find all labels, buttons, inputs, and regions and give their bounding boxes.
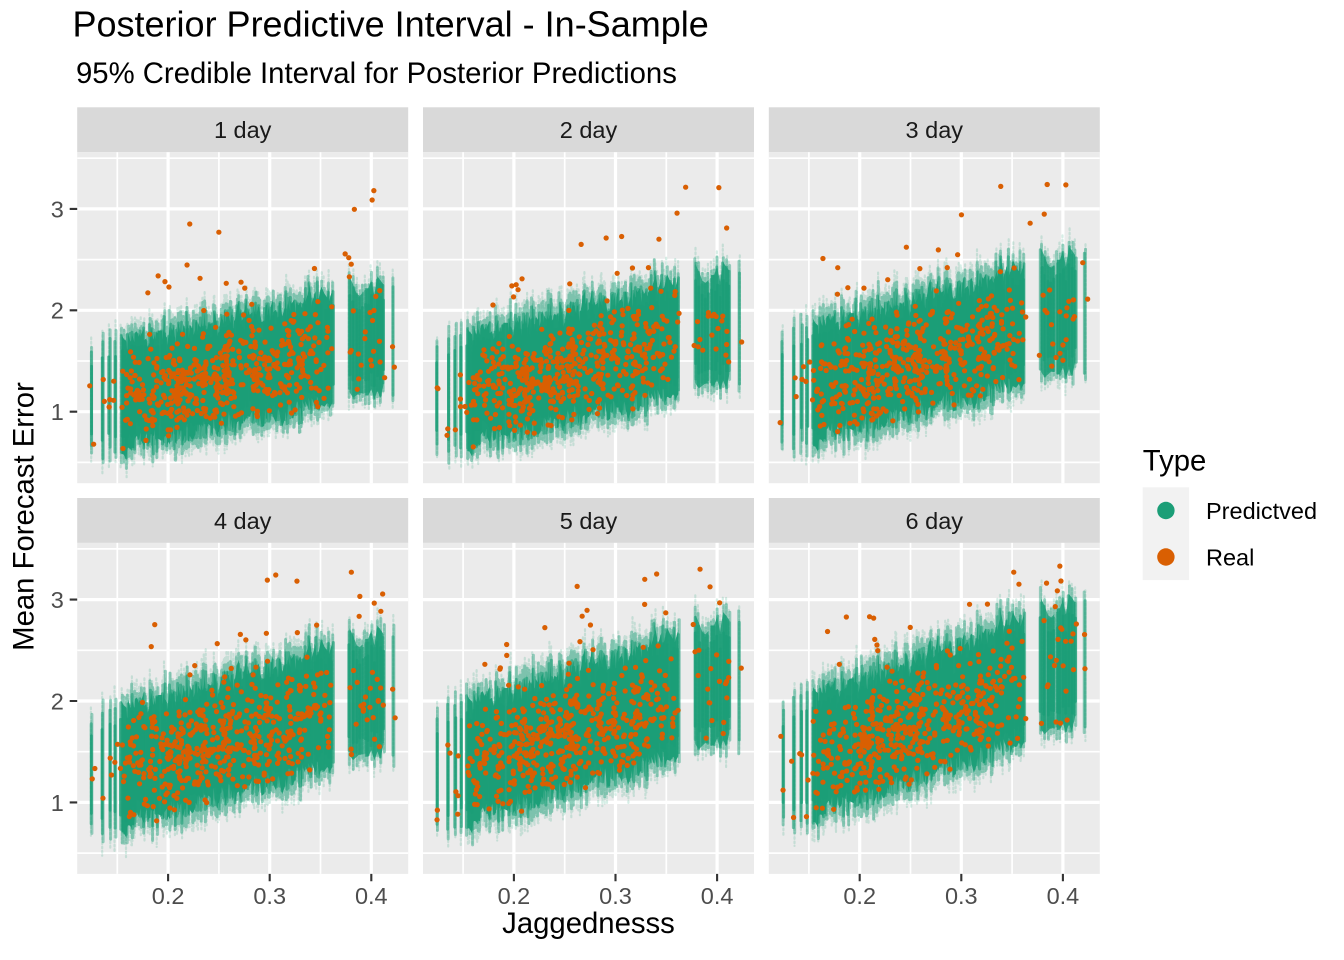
svg-text:3: 3	[51, 587, 64, 613]
svg-text:5 day: 5 day	[560, 508, 618, 534]
svg-text:6 day: 6 day	[906, 508, 964, 534]
svg-text:95% Credible Interval for Post: 95% Credible Interval for Posterior Pred…	[76, 57, 677, 90]
svg-text:2 day: 2 day	[560, 117, 618, 143]
svg-text:0.2: 0.2	[843, 883, 876, 909]
svg-text:Type: Type	[1143, 445, 1207, 478]
svg-text:1: 1	[51, 790, 64, 816]
svg-text:0.3: 0.3	[945, 883, 978, 909]
svg-text:0.4: 0.4	[701, 883, 734, 909]
svg-text:0.4: 0.4	[1047, 883, 1080, 909]
svg-text:0.4: 0.4	[355, 883, 388, 909]
svg-text:Jaggednesss: Jaggednesss	[502, 907, 675, 940]
svg-text:Predictved: Predictved	[1206, 498, 1317, 524]
svg-text:0.3: 0.3	[253, 883, 286, 909]
svg-text:3 day: 3 day	[906, 117, 964, 143]
svg-text:1: 1	[51, 399, 64, 425]
svg-text:0.3: 0.3	[599, 883, 632, 909]
svg-text:Real: Real	[1206, 544, 1254, 570]
svg-text:3: 3	[51, 196, 64, 222]
svg-text:0.2: 0.2	[498, 883, 531, 909]
svg-text:4 day: 4 day	[214, 508, 272, 534]
svg-text:0.2: 0.2	[152, 883, 185, 909]
svg-text:1 day: 1 day	[214, 117, 272, 143]
svg-text:Posterior Predictive Interval: Posterior Predictive Interval - In-Sampl…	[73, 4, 709, 45]
svg-text:2: 2	[51, 298, 64, 324]
svg-text:Mean Forecast Error: Mean Forecast Error	[8, 382, 41, 651]
svg-text:2: 2	[51, 688, 64, 714]
